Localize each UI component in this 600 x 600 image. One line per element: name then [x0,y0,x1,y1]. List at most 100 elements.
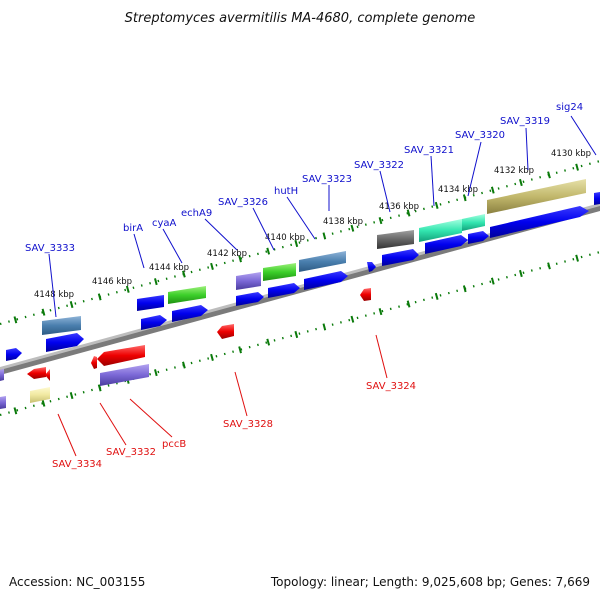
gene-box-sav3334[interactable] [30,387,50,403]
reverse-leaders [57,334,388,457]
gene-arrow-forward[interactable] [468,231,489,244]
gene-label-huth[interactable]: hutH [274,186,298,197]
tick-mark [154,369,158,377]
gene-arrow-reverse[interactable] [91,356,97,369]
gene-arrow-reverse[interactable] [217,324,234,339]
gene-label-sav3324[interactable]: SAV_3324 [366,381,416,392]
tick-mark [154,278,158,286]
gene-arrow-forward[interactable] [46,333,84,352]
tick-mark [69,392,74,400]
gene-label-sav3322[interactable]: SAV_3322 [354,160,404,171]
gene-box-sav3319[interactable] [487,179,586,214]
kbp-label: 4146 kbp [92,277,132,287]
gene-label-pccb[interactable]: pccB [162,439,186,450]
tick-mark [462,285,467,293]
tick-mark [97,293,102,301]
gene-arrow-forward[interactable] [594,192,600,205]
tick-mark [378,308,383,316]
kbp-label: 4136 kbp [379,202,419,212]
gene-label-sav3320[interactable]: SAV_3320 [455,130,505,141]
gene-box-cyaa[interactable] [168,286,206,304]
forward-genes-lower-row [6,192,600,361]
tick-mark [69,301,74,309]
gene-arrow-forward[interactable] [6,348,22,361]
tick-mark [575,163,579,171]
kbp-label: 4134 kbp [438,185,478,195]
gene-arrow-forward[interactable] [268,283,300,298]
kbp-label: 4132 kbp [494,166,534,176]
gene-box-partial-left[interactable] [0,369,4,381]
forward-genes-upper-row [42,179,586,335]
gene-box-echa9[interactable] [263,263,296,281]
tick-mark [490,186,495,194]
kbp-label: 4142 kbp [207,249,247,259]
gene-box-partial-left-lower[interactable] [0,396,6,409]
gene-label-sig24[interactable]: sig24 [556,102,583,113]
gene-box-huth[interactable] [299,251,346,272]
tick-mark [547,262,551,270]
gene-arrow-forward[interactable] [172,305,208,322]
tick-mark [547,171,551,179]
gene-arrow-forward[interactable] [141,315,167,330]
tick-mark [490,277,495,285]
tick-mark [406,209,411,217]
gene-box-sav3326[interactable] [236,272,261,290]
gene-arrow-reverse[interactable] [27,367,46,379]
tick-mark [322,232,327,240]
gene-label-sav3319[interactable]: SAV_3319 [500,116,550,127]
tick-mark [266,247,271,255]
gene-label-sav3326[interactable]: SAV_3326 [218,197,268,208]
tick-mark [97,384,102,392]
gene-box-sav3320[interactable] [462,214,485,231]
gene-box-bira[interactable] [137,295,164,311]
reverse-gene-labels: SAV_3324 SAV_3328 pccB SAV_3332 SAV_3334 [52,381,416,470]
gene-label-echa9[interactable]: echA9 [181,208,212,219]
forward-gene-labels: sig24 SAV_3319 SAV_3320 SAV_3321 SAV_332… [25,102,583,254]
tick-mark [182,361,186,369]
gene-arrow-forward[interactable] [304,271,348,290]
gene-arrow-forward[interactable] [425,235,468,254]
gene-box-sav3321[interactable] [419,219,462,242]
tick-mark [462,194,467,202]
forward-leaders [48,115,597,318]
gene-label-bira[interactable]: birA [123,223,143,234]
tick-mark [434,201,439,209]
gene-arrow-forward[interactable] [490,206,589,238]
tick-mark [350,315,355,323]
gene-box-pccb[interactable] [100,364,149,386]
tick-mark [41,308,46,316]
tick-mark [294,330,299,339]
tick-mark [519,269,523,278]
tick-mark [434,292,439,300]
gene-box-sav3333[interactable] [42,316,81,335]
gene-arrow-forward[interactable] [236,292,264,306]
gene-label-sav3323[interactable]: SAV_3323 [302,174,352,185]
reverse-genes [0,288,371,409]
tick-mark [519,178,523,187]
accession-text: Accession: NC_003155 [9,575,145,589]
gene-label-sav3321[interactable]: SAV_3321 [404,145,454,156]
tick-mark [210,262,214,270]
kbp-label: 4140 kbp [265,233,305,243]
gene-box-sav3322[interactable] [377,230,414,249]
tick-mark [182,270,186,278]
genome-summary-text: Topology: linear; Length: 9,025,608 bp; … [270,575,590,589]
gene-label-cyaa[interactable]: cyaA [152,218,177,229]
tick-mark [378,217,383,225]
gene-label-sav3332[interactable]: SAV_3332 [106,447,156,458]
tick-mark [238,346,242,354]
gene-arrow-forward[interactable] [382,249,419,266]
gene-arrow-forward[interactable] [367,262,376,272]
gene-label-sav3334[interactable]: SAV_3334 [52,459,102,470]
tick-mark [238,255,242,263]
upper-tick-marks [13,163,579,324]
gene-label-sav3328[interactable]: SAV_3328 [223,419,273,430]
tick-mark [322,323,327,331]
tick-mark [41,399,46,407]
tick-mark [294,239,299,248]
tick-mark [350,224,355,232]
gene-arrow-reverse[interactable] [360,288,371,301]
gene-label-sav3333[interactable]: SAV_3333 [25,243,75,254]
gene-arrow-reverse-small[interactable] [45,369,50,381]
gene-arrow-reverse[interactable] [97,345,145,366]
